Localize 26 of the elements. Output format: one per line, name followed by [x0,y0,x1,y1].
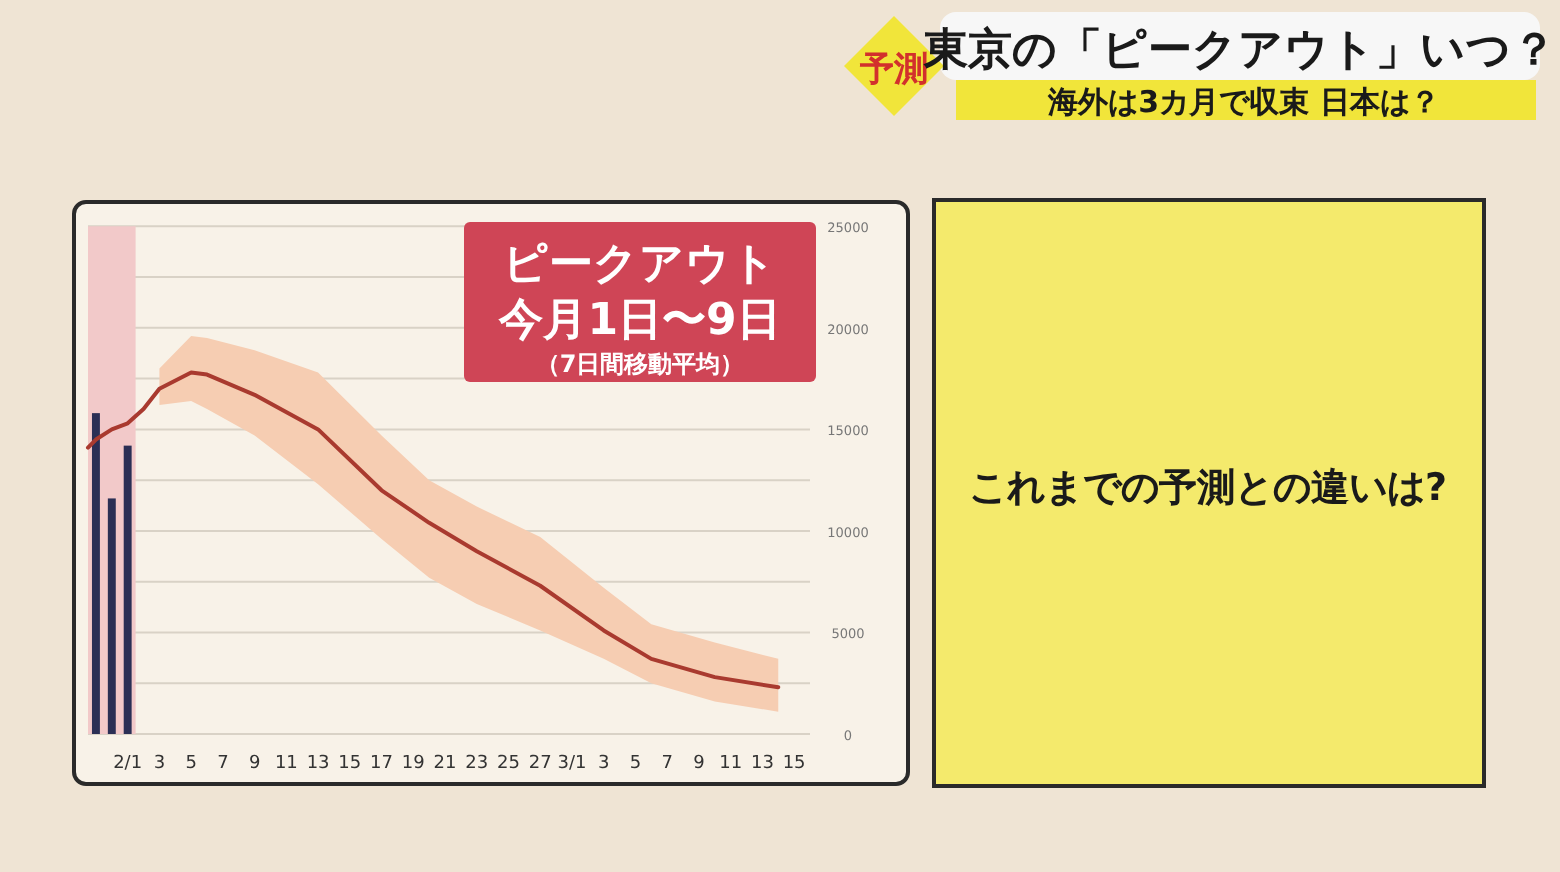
annotation: （7日間移動平均） [535,350,745,378]
x-tick-label: 9 [693,754,706,774]
x-tick-label: 21 [433,754,457,774]
x-tick-label: 27 [528,754,552,774]
text: これまでの予測との違いは? [968,466,1448,510]
x-tick-label: 2/1 [113,754,143,774]
x-tick-label: 7 [661,754,673,774]
x-tick-label: 23 [465,754,489,774]
x-tick-label: 15 [782,754,806,774]
x-tick-label: 5 [629,754,642,774]
x-tick-label: 11 [274,754,298,774]
x-tick-label: 19 [401,754,426,774]
annotation: 今月1日〜9日 [497,296,781,346]
x-tick-label: 3 [153,754,166,774]
x-tick-label: 3 [597,754,610,774]
x-tick-label: 7 [217,754,229,774]
annotation: ピークアウト [503,240,777,290]
x-tick-label: 25 [497,754,520,774]
x-tick-label: 5 [185,754,197,774]
x-tick-label: 3/1 [557,754,587,774]
x-tick-label: 13 [306,754,330,774]
x-tick-label: 11 [719,754,743,774]
x-tick-label: 17 [370,754,394,774]
x-tick-label: 15 [338,754,362,774]
x-tick-label: 9 [248,754,261,774]
x-tick-label: 13 [750,754,774,774]
